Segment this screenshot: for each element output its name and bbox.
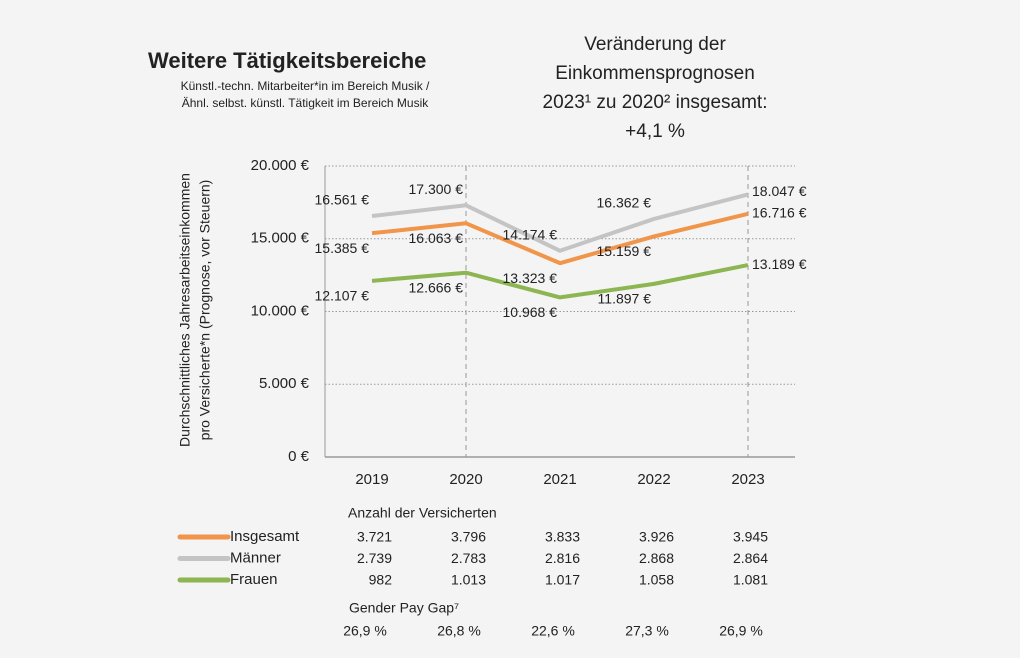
value-label: 11.897 € (598, 291, 652, 307)
legend-label: Frauen (230, 571, 278, 588)
table-cell: 3.721 (357, 529, 392, 545)
table-cell: 2.816 (545, 550, 580, 566)
table-cell: 1.013 (451, 572, 486, 588)
value-label: 16.561 € (315, 192, 370, 208)
y-tick-label: 15.000 € (251, 230, 310, 247)
table-cell: 2.739 (357, 550, 392, 566)
line (371, 211, 749, 266)
y-axis-label: Durchschnittliches Jahresarbeitseinkomme… (177, 173, 193, 447)
table-cell: 2.783 (451, 550, 486, 566)
gender-pay-gap-value: 26,8 % (437, 623, 481, 639)
value-label: 13.189 € (752, 256, 807, 272)
x-tick-label: 2021 (543, 471, 576, 488)
annotation: +4,1 % (625, 121, 685, 142)
x-tick-label: 2022 (637, 471, 670, 488)
x-tick-label: 2020 (449, 471, 482, 488)
table-cell: 1.017 (545, 572, 580, 588)
legend-label: Männer (230, 549, 281, 566)
value-label: 15.385 € (315, 240, 370, 256)
value-label: 18.047 € (752, 183, 807, 199)
annotation: Veränderung der (584, 34, 726, 55)
value-label: 12.666 € (409, 279, 464, 295)
subtitle: Künstl.-techn. Mitarbeiter*in im Bereich… (181, 79, 430, 93)
line (371, 263, 749, 300)
table-cell: 1.081 (733, 572, 768, 588)
value-label: 13.323 € (503, 270, 558, 286)
y-tick-label: 20.000 € (251, 157, 310, 174)
value-label: 15.159 € (597, 243, 652, 259)
line (371, 192, 749, 253)
annotation: 2023¹ zu 2020² insgesamt: (543, 92, 768, 113)
table-cell: 3.926 (639, 529, 674, 545)
table-cell: 982 (369, 572, 393, 588)
gender-pay-gap-value: 26,9 % (343, 623, 387, 639)
y-axis-label: pro Versicherte*n (Prognose, vor Steuern… (197, 180, 213, 441)
value-label: 14.174 € (503, 226, 558, 242)
table-cell: 3.945 (733, 529, 768, 545)
x-tick-label: 2019 (355, 471, 388, 488)
subtitle: Ähnl. selbst. künstl. Tätigkeit im Berei… (182, 96, 430, 110)
x-tick-label: 2023 (731, 471, 764, 488)
annotation: Einkommensprognosen (555, 63, 755, 84)
table-cell: 3.833 (545, 529, 580, 545)
value-label: 16.063 € (409, 230, 464, 246)
gender-pay-gap-value: 26,9 % (719, 623, 763, 639)
table-cell: 1.058 (639, 572, 674, 588)
table-cell: 2.868 (639, 550, 674, 566)
legend-label: Insgesamt (230, 528, 300, 545)
gender-pay-gap-value: 22,6 % (531, 623, 575, 639)
value-label: 10.968 € (503, 304, 558, 320)
value-label: 17.300 € (409, 181, 464, 197)
y-tick-label: 10.000 € (251, 302, 310, 319)
table-title: Anzahl der Versicherten (348, 505, 497, 521)
chart-title: Weitere Tätigkeitsbereiche (148, 48, 426, 73)
y-tick-label: 5.000 € (259, 375, 310, 392)
value-label: 16.716 € (752, 204, 807, 220)
gender-pay-gap-value: 27,3 % (625, 623, 669, 639)
y-tick-label: 0 € (288, 448, 310, 465)
table-cell: 2.864 (733, 550, 768, 566)
gender-pay-gap-title: Gender Pay Gap⁷ (349, 600, 459, 616)
table-cell: 3.796 (451, 529, 486, 545)
value-label: 12.107 € (315, 288, 370, 304)
value-label: 16.362 € (597, 195, 652, 211)
